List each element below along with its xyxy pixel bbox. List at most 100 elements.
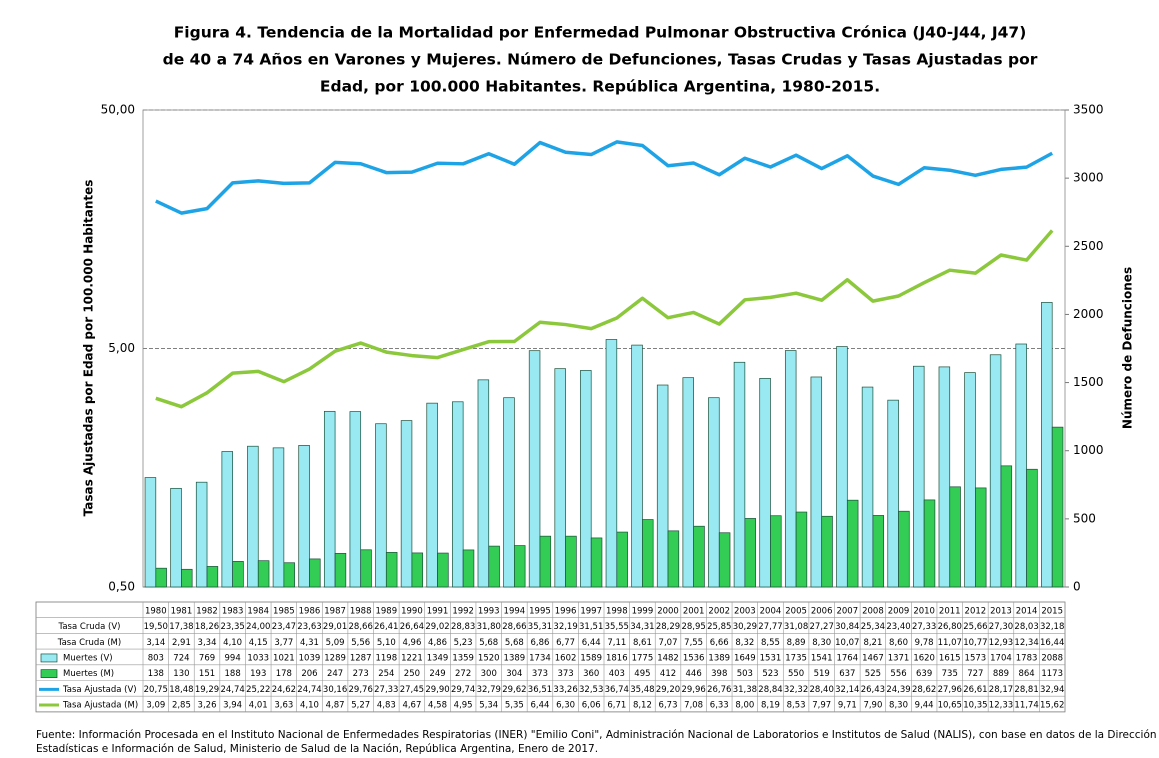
x-tick-label: 1996 bbox=[555, 606, 577, 616]
table-cell: 10,65 bbox=[938, 701, 962, 711]
bar bbox=[667, 530, 680, 588]
bar bbox=[375, 423, 387, 588]
table-cell: 35,48 bbox=[630, 685, 654, 695]
table-cell: 724 bbox=[173, 653, 189, 663]
table-cell: 8,61 bbox=[633, 638, 652, 648]
bar bbox=[1041, 302, 1053, 588]
table-cell: 7,08 bbox=[684, 701, 703, 711]
table-cell: 1520 bbox=[478, 653, 500, 663]
source-note: Fuente: Información Procesada en el Inst… bbox=[36, 729, 1159, 741]
table-cell: 29,62 bbox=[502, 685, 526, 695]
table-cell: 28,03 bbox=[1014, 622, 1038, 632]
table-cell: 26,41 bbox=[374, 622, 398, 632]
table-cell: 28,40 bbox=[810, 685, 834, 695]
table-cell: 36,51 bbox=[528, 685, 552, 695]
table-cell: 29,20 bbox=[656, 685, 680, 695]
x-tick-label: 1988 bbox=[350, 606, 372, 616]
bar bbox=[846, 499, 859, 588]
bar bbox=[810, 376, 823, 588]
bar bbox=[349, 411, 362, 588]
table-cell: 18,48 bbox=[169, 685, 193, 695]
bar bbox=[247, 445, 259, 588]
bar bbox=[616, 531, 628, 588]
table-cell: 27,33 bbox=[912, 622, 936, 632]
table-cell: 8,30 bbox=[889, 701, 908, 711]
table-cell: 495 bbox=[634, 669, 650, 679]
bar bbox=[821, 515, 833, 588]
legend-swatch bbox=[40, 669, 58, 679]
table-cell: 1221 bbox=[401, 653, 423, 663]
table-cell: 5,23 bbox=[454, 638, 473, 648]
table-cell: 6,44 bbox=[531, 701, 550, 711]
bar bbox=[565, 535, 577, 588]
table-cell: 9,71 bbox=[838, 701, 857, 711]
table-cell: 8,32 bbox=[735, 638, 754, 648]
table-cell: 3,34 bbox=[198, 638, 217, 648]
table-cell: 33,26 bbox=[553, 685, 577, 695]
bar bbox=[528, 350, 541, 588]
bar bbox=[334, 552, 347, 588]
y2-tick-label: 3500 bbox=[1073, 103, 1104, 117]
table-cell: 4,58 bbox=[428, 701, 447, 711]
x-tick-label: 2010 bbox=[913, 606, 935, 616]
bar bbox=[949, 486, 961, 588]
x-tick-label: 2013 bbox=[990, 606, 1012, 616]
x-tick-label: 1990 bbox=[401, 606, 423, 616]
table-cell: 32,32 bbox=[784, 685, 808, 695]
table-cell: 32,14 bbox=[835, 685, 859, 695]
table-cell: 1531 bbox=[760, 653, 782, 663]
table-cell: 206 bbox=[301, 669, 317, 679]
bar bbox=[975, 487, 987, 588]
x-tick-label: 2000 bbox=[657, 606, 679, 616]
y2-tick-label: 1000 bbox=[1073, 443, 1104, 457]
table-cell: 28,84 bbox=[758, 685, 782, 695]
y-tick-label: 0,50 bbox=[108, 580, 135, 594]
bar bbox=[452, 401, 464, 588]
table-cell: 556 bbox=[890, 669, 906, 679]
table-cell: 10,07 bbox=[835, 638, 859, 648]
table-cell: 3,94 bbox=[223, 701, 242, 711]
table-cell: 8,53 bbox=[787, 701, 806, 711]
table-cell: 32,94 bbox=[1040, 685, 1064, 695]
bar bbox=[539, 535, 552, 588]
legend-label: Tasa Ajustada (M) bbox=[62, 701, 138, 711]
bar bbox=[488, 545, 500, 588]
bar bbox=[708, 397, 720, 588]
x-tick-label: 2011 bbox=[939, 606, 961, 616]
table-cell: 25,22 bbox=[246, 685, 270, 695]
table-cell: 8,60 bbox=[889, 638, 908, 648]
table-cell: 1467 bbox=[862, 653, 884, 663]
source-note: Estadísticas e Información de Salud, Min… bbox=[36, 743, 598, 755]
table-cell: 24,74 bbox=[297, 685, 321, 695]
bar bbox=[385, 552, 398, 588]
table-cell: 23,35 bbox=[220, 622, 244, 632]
table-cell: 360 bbox=[583, 669, 599, 679]
table-cell: 7,11 bbox=[607, 638, 626, 648]
table-cell: 31,51 bbox=[579, 622, 603, 632]
bar bbox=[195, 481, 208, 588]
table-cell: 994 bbox=[225, 653, 241, 663]
table-cell: 24,39 bbox=[886, 685, 910, 695]
bar bbox=[437, 552, 449, 588]
bar bbox=[232, 561, 244, 588]
table-cell: 36,74 bbox=[605, 685, 629, 695]
y-tick-label: 50,00 bbox=[101, 103, 135, 117]
table-cell: 8,30 bbox=[812, 638, 831, 648]
bar bbox=[514, 545, 526, 588]
table-cell: 8,21 bbox=[863, 638, 882, 648]
table-cell: 1735 bbox=[785, 653, 807, 663]
x-tick-label: 1992 bbox=[452, 606, 474, 616]
bar bbox=[1051, 426, 1064, 588]
bar bbox=[360, 549, 372, 588]
table-cell: 138 bbox=[148, 669, 164, 679]
table-cell: 1359 bbox=[452, 653, 474, 663]
table-cell: 373 bbox=[557, 669, 573, 679]
bar bbox=[887, 399, 899, 588]
table-cell: 1389 bbox=[504, 653, 526, 663]
chart-title: Edad, por 100.000 Habitantes. República … bbox=[320, 78, 880, 96]
table-cell: 6,77 bbox=[556, 638, 575, 648]
bar bbox=[938, 366, 951, 588]
x-tick-label: 1999 bbox=[632, 606, 654, 616]
table-cell: 12,93 bbox=[989, 638, 1013, 648]
x-tick-label: 2014 bbox=[1016, 606, 1038, 616]
